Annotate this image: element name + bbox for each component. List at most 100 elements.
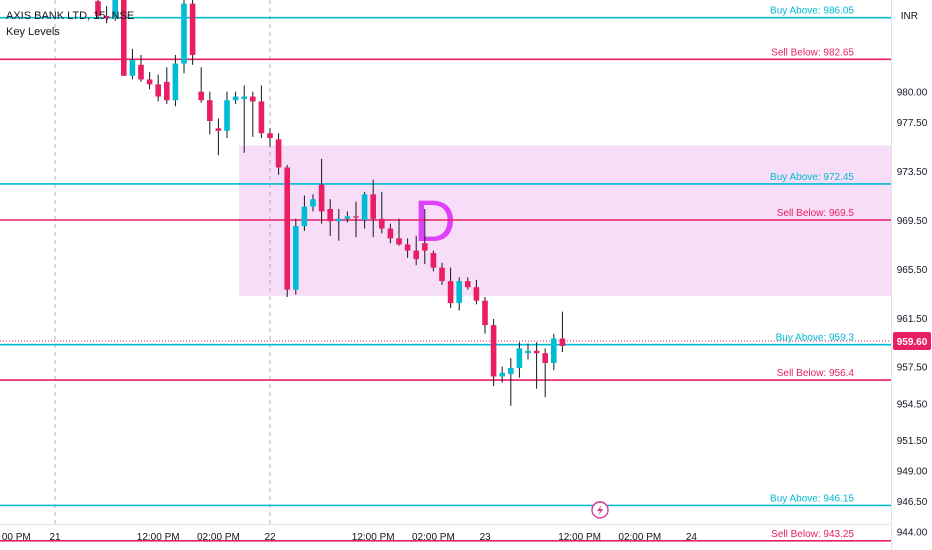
candle-body-8: [164, 81, 170, 101]
candle-37: [413, 235, 419, 266]
candle-body-44: [473, 287, 480, 301]
candle-body-34: [387, 228, 394, 239]
level-label-2: Buy Above: 972.45: [770, 172, 854, 183]
candle-30: [353, 201, 359, 238]
y-tick-5: 961.50: [897, 314, 928, 325]
candle-13: [207, 91, 213, 135]
candle-44: [473, 279, 480, 305]
candle-43: [465, 277, 471, 290]
y-tick-4: 965.50: [897, 265, 928, 276]
candle-50: [525, 343, 531, 360]
candle-36: [404, 238, 411, 258]
candle-54: [559, 311, 566, 352]
candle-body-7: [155, 84, 161, 97]
x-tick-5: 12:00 PM: [352, 532, 395, 543]
candle-body-45: [482, 300, 488, 326]
candle-body-4: [129, 59, 136, 76]
candle-body-29: [344, 216, 351, 219]
candle-body-1: [103, 15, 110, 19]
candle-46: [490, 319, 497, 387]
candle-41: [447, 267, 454, 308]
candle-body-5: [138, 64, 144, 80]
candle-40: [439, 262, 445, 285]
candle-5: [138, 55, 144, 82]
candle-7: [155, 74, 161, 102]
candle-body-20: [267, 133, 273, 139]
candle-27: [327, 199, 333, 236]
x-tick-7: 23: [479, 532, 491, 543]
level-label-1: Sell Below: 982.65: [771, 47, 854, 58]
candle-53: [551, 333, 557, 371]
level-label-7: Sell Below: 943.25: [771, 529, 854, 540]
candle-body-51: [533, 350, 540, 354]
candle-0: [95, 0, 101, 19]
symbol-title: AXIS BANK LTD, 15, NSE: [6, 10, 135, 22]
candle-body-2: [112, 0, 118, 19]
currency-label[interactable]: INR: [900, 11, 918, 22]
level-label-4: Buy Above: 959.3: [776, 333, 855, 344]
candle-body-32: [370, 194, 376, 219]
candle-body-0: [95, 1, 101, 16]
candle-31: [361, 191, 368, 229]
candle-20: [267, 128, 273, 147]
candle-body-25: [310, 199, 316, 207]
candle-body-3: [121, 0, 127, 76]
y-tick-10: 946.50: [897, 497, 928, 508]
candle-1: [103, 6, 110, 24]
last-price-label: 959.60: [897, 337, 928, 348]
last-price-badge: [893, 332, 931, 350]
x-tick-6: 02:00 PM: [412, 532, 455, 543]
candle-33: [379, 191, 385, 234]
candle-16: [232, 91, 239, 104]
candle-18: [250, 91, 256, 137]
indicator-name: Key Levels: [6, 26, 60, 38]
candle-51: [533, 342, 540, 389]
candle-body-37: [413, 250, 419, 260]
candle-body-14: [215, 128, 222, 131]
candle-body-38: [422, 243, 428, 251]
x-tick-9: 02:00 PM: [618, 532, 661, 543]
zone-letter: D: [414, 189, 456, 254]
candle-15: [224, 91, 230, 139]
candle-body-30: [353, 216, 359, 218]
candle-body-46: [490, 325, 497, 377]
candle-39: [430, 250, 437, 272]
candle-12: [198, 67, 204, 103]
candle-body-15: [224, 100, 230, 131]
candle-body-11: [189, 3, 196, 55]
x-tick-8: 12:00 PM: [558, 532, 601, 543]
candle-body-40: [439, 267, 445, 282]
candle-4: [129, 48, 136, 80]
level-label-3: Sell Below: 969.5: [777, 208, 855, 219]
candle-11: [189, 0, 196, 65]
candle-body-50: [525, 350, 531, 354]
candle-body-35: [396, 238, 402, 245]
candle-10: [181, 0, 187, 74]
candle-body-42: [456, 281, 462, 304]
candle-9: [172, 55, 179, 107]
candle-26: [318, 158, 325, 224]
candle-body-52: [542, 353, 548, 363]
candle-35: [396, 218, 402, 246]
candle-24: [301, 195, 308, 231]
candle-body-48: [508, 367, 514, 374]
y-tick-0: 980.00: [897, 88, 928, 99]
candle-17: [241, 85, 247, 153]
candle-2: [112, 0, 118, 21]
candle-body-47: [499, 372, 505, 377]
candle-body-54: [559, 338, 566, 346]
candle-29: [344, 211, 351, 223]
candle-body-53: [551, 338, 557, 363]
candle-6: [146, 72, 153, 90]
y-tick-7: 954.50: [897, 399, 928, 410]
candle-34: [387, 223, 394, 244]
candle-body-21: [275, 139, 282, 168]
x-tick-0: 00 PM: [2, 532, 31, 543]
candle-22: [284, 165, 290, 297]
candle-body-26: [318, 184, 325, 212]
x-tick-4: 22: [264, 532, 276, 543]
candle-body-39: [430, 253, 437, 268]
lightning-icon[interactable]: [591, 501, 609, 519]
x-tick-1: 21: [49, 532, 61, 543]
